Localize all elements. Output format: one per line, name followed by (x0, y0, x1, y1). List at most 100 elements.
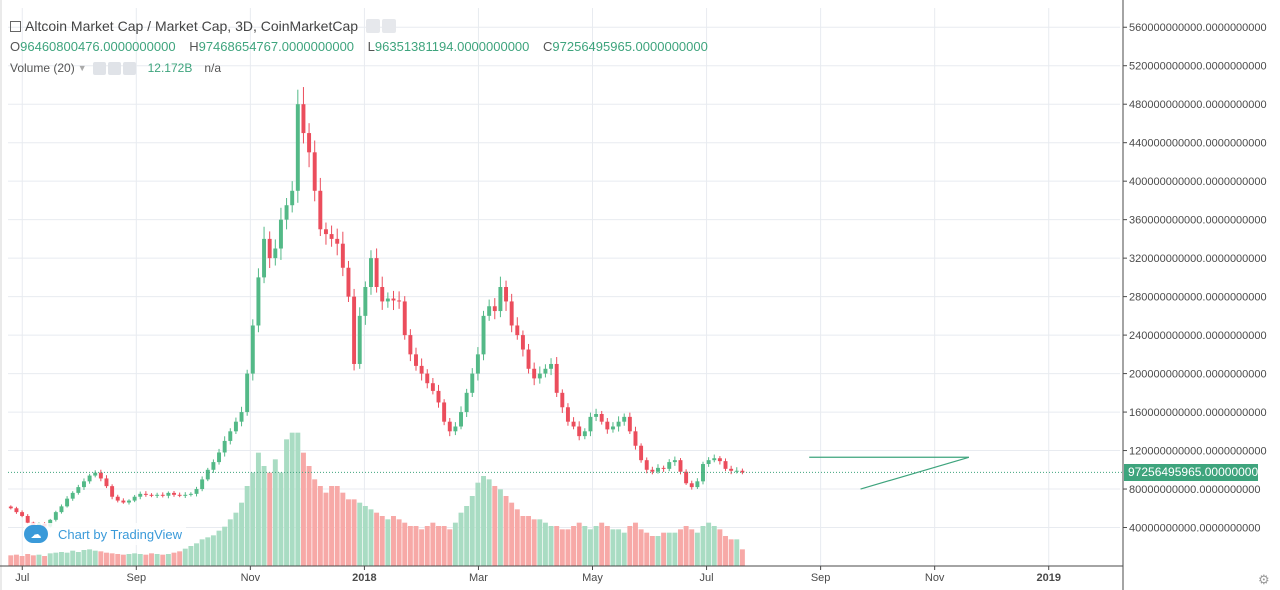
candle-body (537, 373, 542, 379)
volume-bar (374, 512, 380, 566)
candle-body (284, 205, 289, 220)
candle-body (205, 469, 210, 480)
candle-body (194, 489, 199, 494)
volume-bar (267, 472, 273, 566)
candle-body (222, 440, 227, 453)
candle-body (644, 460, 649, 470)
candle-body (492, 306, 497, 312)
volume-bar (53, 552, 59, 566)
volume-bar (464, 506, 470, 566)
gear-icon[interactable]: ⚙ (1258, 572, 1270, 587)
candle-body (273, 248, 278, 259)
candle-body (352, 296, 357, 364)
candle-body (610, 426, 615, 430)
volume-bar (278, 472, 284, 566)
candle-body (70, 492, 75, 499)
time-tick-label: Jul (700, 572, 714, 584)
volume-bar (317, 486, 323, 566)
volume-bar (649, 536, 655, 566)
candle-body (419, 365, 424, 374)
collapse-icon[interactable] (10, 20, 21, 32)
candle-body (318, 190, 323, 230)
settings-icon[interactable] (366, 19, 381, 33)
volume-bar (115, 554, 121, 566)
candle-body (532, 368, 537, 379)
candle-body (200, 479, 205, 490)
volume-ma-value: n/a (204, 61, 222, 75)
volume-bar (497, 489, 503, 566)
settings-icon[interactable] (107, 61, 121, 75)
candle-body (290, 190, 295, 206)
volume-bar (149, 553, 154, 566)
candle-body (459, 412, 463, 427)
tradingview-attribution[interactable]: ☁ Chart by TradingView (24, 523, 187, 545)
volume-bar (447, 529, 453, 566)
volume-bar (42, 556, 48, 566)
volume-bar (210, 535, 216, 566)
candle-body (425, 373, 430, 384)
time-tick-label: Nov (925, 572, 945, 584)
time-tick-label: Nov (241, 572, 261, 584)
volume-bars (8, 432, 745, 566)
volume-bar (194, 543, 199, 566)
candle-body (515, 325, 520, 336)
volume-bar (587, 529, 593, 566)
volume-bar (8, 555, 14, 566)
close-icon[interactable] (122, 61, 136, 75)
candle-body (650, 469, 655, 472)
candle-body (25, 515, 30, 523)
price-tick-label: 280000000000.0000000000 (1129, 292, 1267, 304)
candle-body (509, 301, 514, 326)
volume-bar (368, 509, 374, 566)
candle-body (233, 421, 238, 432)
volume-bar (233, 512, 239, 566)
high-value: 97468654767.0000000000 (198, 39, 355, 54)
candle-body (127, 500, 131, 503)
volume-value: 12.172B (147, 61, 193, 75)
candle-body (734, 470, 739, 472)
candle-body (571, 421, 576, 427)
candle-body (560, 392, 565, 408)
volume-bar (70, 550, 76, 566)
candle-body (582, 431, 587, 437)
volume-bar (531, 519, 537, 566)
volume-bar (655, 536, 661, 566)
time-tick-label: Mar (469, 572, 488, 584)
candle-body (391, 298, 396, 301)
candle-body (245, 373, 250, 413)
price-tick-label: 480000000000.0000000000 (1129, 99, 1267, 111)
volume-bar (295, 432, 301, 566)
volume-bar (244, 486, 250, 566)
candle-body (481, 315, 486, 355)
candle-body (262, 238, 267, 278)
open-value: 96460800476.0000000000 (20, 39, 176, 54)
candle-body (408, 335, 413, 355)
volume-bar (284, 439, 290, 566)
time-tick-label: Jul (15, 572, 29, 584)
candle-body (588, 416, 593, 432)
candle-body (346, 267, 351, 297)
close-label: C (543, 39, 553, 54)
candle-body (65, 498, 70, 507)
candle-body (442, 402, 447, 422)
eye-icon[interactable] (92, 61, 106, 75)
volume-bar (683, 526, 689, 566)
candle-body (380, 287, 385, 302)
volume-bar (379, 516, 385, 566)
volume-bar (357, 502, 363, 566)
remove-icon[interactable] (382, 19, 397, 33)
candle-body (188, 493, 193, 495)
time-tick-label: 2019 (1036, 572, 1060, 584)
candle-body (132, 496, 137, 501)
volume-bar (582, 526, 588, 566)
candle-body (740, 470, 745, 473)
candle-body (397, 300, 402, 302)
volume-bar (81, 550, 87, 566)
volume-indicator-label[interactable]: Volume (20) (10, 61, 75, 75)
volume-bar (58, 552, 64, 566)
candle-body (656, 467, 660, 472)
volume-bar (616, 529, 622, 566)
legend-title-row: Altcoin Market Cap / Market Cap, 3D, Coi… (10, 18, 398, 34)
chevron-down-icon[interactable]: ▼ (77, 63, 87, 73)
